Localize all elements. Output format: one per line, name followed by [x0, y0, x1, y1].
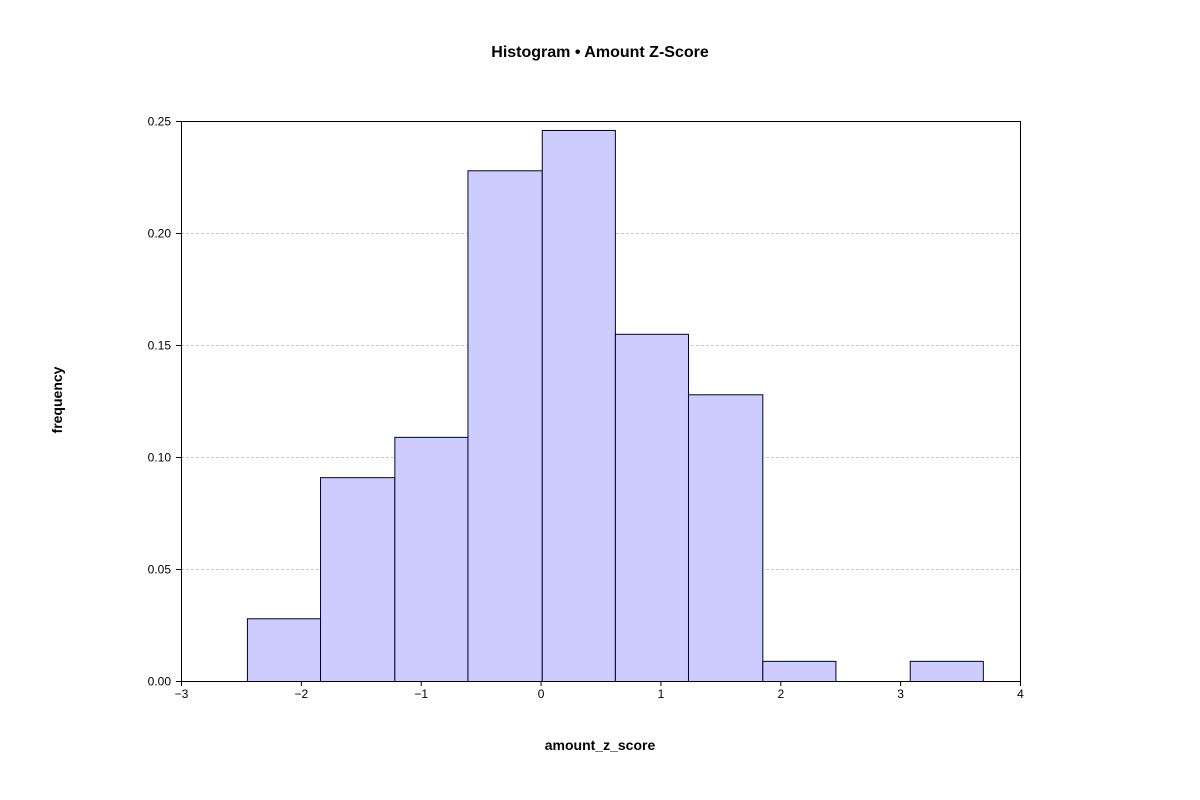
histogram-bar	[687, 394, 764, 682]
x-tick-label: −3	[175, 687, 189, 701]
histogram-bar	[762, 660, 837, 683]
x-axis-title: amount_z_score	[544, 737, 656, 753]
x-tick-label: 1	[658, 687, 665, 701]
x-tick-label: −2	[295, 687, 309, 701]
histogram-bar	[320, 477, 396, 682]
y-axis: 0.00 0.05 0.10 0.15 0.20 0.25	[148, 115, 181, 689]
histogram-bar	[909, 660, 984, 683]
x-axis: −3 −2 −1 0 1 2 3 4	[175, 681, 1024, 701]
y-tick-label: 0.05	[148, 563, 172, 577]
x-tick-label: 4	[1017, 687, 1024, 701]
y-tick-label: 0.10	[148, 451, 172, 465]
x-tick-label: 2	[777, 687, 784, 701]
histogram-bar	[467, 170, 543, 682]
histogram-bar	[541, 129, 616, 682]
y-tick-label: 0.20	[148, 227, 172, 241]
x-tick-label: 3	[897, 687, 904, 701]
y-tick-label: 0.00	[148, 675, 172, 689]
histogram-bar	[246, 618, 322, 683]
histogram-bar	[614, 333, 689, 682]
histogram-bar	[394, 436, 469, 682]
y-tick-label: 0.25	[148, 115, 172, 129]
y-tick-label: 0.15	[148, 339, 172, 353]
chart-title: Histogram • Amount Z-Score	[491, 44, 709, 61]
x-tick-label: 0	[538, 687, 545, 701]
histogram-bars	[246, 129, 984, 683]
plot-frame	[181, 121, 1021, 682]
x-tick-label: −1	[414, 687, 428, 701]
